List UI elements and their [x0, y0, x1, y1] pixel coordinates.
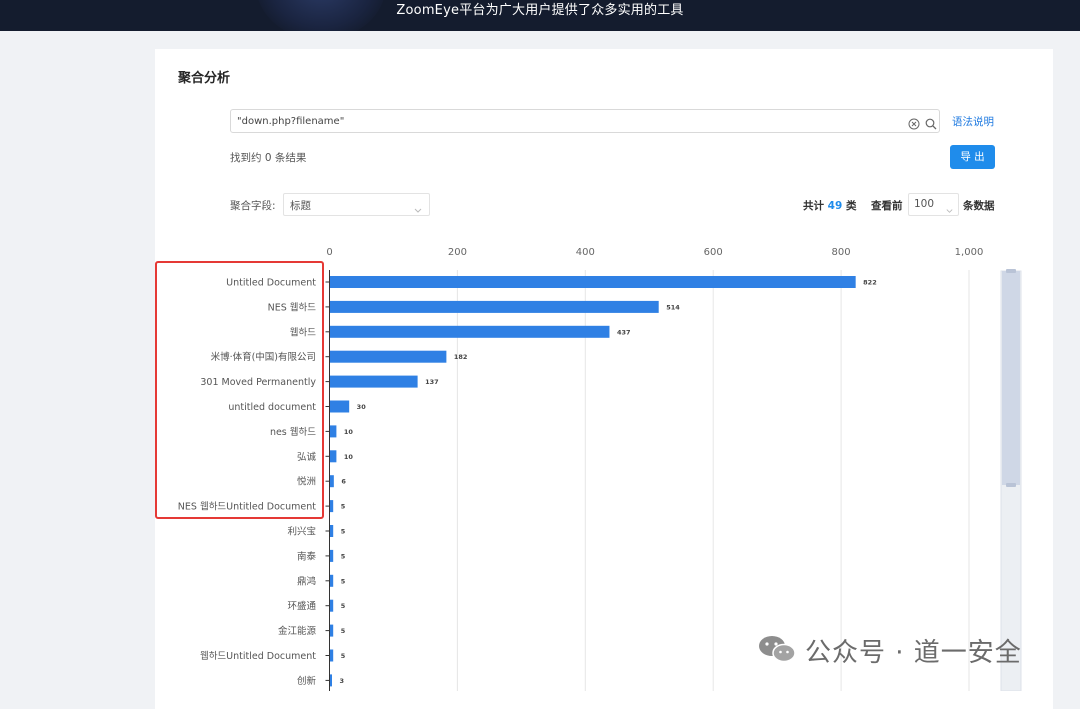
bar-value-label: 5 — [341, 552, 346, 560]
chart-zoom-handle-top[interactable] — [1006, 269, 1016, 273]
category-label: 301 Moved Permanently — [200, 377, 316, 388]
aggregate-field-value: 标题 — [290, 200, 311, 212]
category-label: 创新 — [297, 675, 317, 687]
view-top-label: 查看前 — [871, 200, 903, 212]
category-label: 悦洲 — [297, 476, 316, 488]
bar-value-label: 137 — [425, 378, 439, 386]
bar-value-label: 5 — [341, 627, 346, 635]
chevron-down-icon — [945, 200, 954, 213]
category-label: 利兴宝 — [287, 526, 316, 538]
bar[interactable] — [330, 350, 447, 363]
category-label: 鼎鸿 — [297, 575, 316, 587]
banner-glow — [256, 0, 386, 31]
category-label: 金江能源 — [278, 625, 317, 637]
top-banner: ZoomEye平台为广大用户提供了众多实用的工具 — [0, 0, 1080, 31]
panel-title: 聚合分析 — [178, 71, 231, 86]
watermark-text: 公众号 · 道一安全 — [805, 638, 1022, 668]
banner-slogan: ZoomEye平台为广大用户提供了众多实用的工具 — [396, 3, 684, 18]
aggregate-panel — [155, 49, 1053, 709]
bar[interactable] — [330, 525, 334, 537]
bar[interactable] — [330, 500, 334, 513]
bar-value-label: 437 — [617, 328, 631, 336]
category-label: 웹하드Untitled Document — [200, 650, 316, 662]
category-label: nes 웹하드 — [270, 426, 316, 438]
x-tick-label: 600 — [704, 247, 723, 258]
watermark: 公众号 · 道一安全 — [757, 631, 1057, 668]
result-count: 找到约 0 条结果 — [230, 152, 307, 164]
category-label: Untitled Document — [226, 278, 316, 289]
bar-value-label: 5 — [341, 577, 346, 585]
category-label: NES 웹하드 — [268, 301, 317, 313]
syntax-help-link[interactable]: 语法说明 — [952, 116, 994, 128]
bar-value-label: 6 — [341, 478, 346, 486]
aggregate-field-label: 聚合字段: — [230, 200, 276, 212]
bar[interactable] — [330, 574, 334, 587]
bar-value-label: 5 — [341, 528, 346, 536]
bar[interactable] — [330, 325, 610, 338]
bar-value-label: 30 — [357, 403, 367, 411]
top-n-select[interactable]: 100 — [908, 193, 959, 216]
top-n-value: 100 — [914, 198, 935, 210]
export-button[interactable]: 导 出 — [950, 145, 995, 169]
category-label: 웹하드 — [290, 326, 316, 338]
search-box — [230, 109, 940, 133]
bar[interactable] — [330, 375, 418, 388]
x-tick-label: 200 — [448, 247, 467, 258]
bar-value-label: 5 — [341, 652, 346, 660]
chart-zoom-handle-bottom[interactable] — [1006, 483, 1016, 487]
bar[interactable] — [330, 400, 350, 413]
bar[interactable] — [330, 624, 334, 637]
bar-value-label: 10 — [344, 453, 354, 461]
bar-value-label: 3 — [340, 677, 345, 685]
bar[interactable] — [330, 300, 659, 313]
highlight-box — [155, 261, 324, 519]
x-tick-label: 800 — [832, 247, 851, 258]
x-tick-label: 0 — [326, 247, 332, 258]
category-label: 弘诚 — [297, 451, 317, 463]
x-tick-label: 400 — [576, 247, 595, 258]
chart-zoom-window[interactable] — [1002, 271, 1020, 485]
total-categories: 共计 49 类 — [803, 198, 856, 213]
bar-value-label: 182 — [454, 353, 468, 361]
category-label: 南泰 — [297, 550, 317, 562]
total-prefix: 共计 — [803, 200, 824, 212]
records-unit-label: 条数据 — [963, 200, 995, 212]
bar-value-label: 5 — [341, 503, 346, 511]
category-label: 米博·体育(中国)有限公司 — [211, 351, 316, 363]
category-label: NES 웹하드Untitled Document — [178, 501, 316, 513]
aggregate-field-select[interactable]: 标题 — [283, 193, 430, 216]
x-tick-label: 1,000 — [955, 247, 984, 258]
category-label: untitled document — [228, 402, 316, 413]
bar-value-label: 822 — [863, 279, 877, 287]
bar[interactable] — [330, 450, 337, 463]
bar-value-label: 5 — [341, 602, 346, 610]
bar[interactable] — [330, 599, 334, 612]
wechat-icon — [757, 634, 797, 664]
bar[interactable] — [330, 549, 334, 562]
bar[interactable] — [330, 649, 334, 662]
bar[interactable] — [330, 475, 334, 488]
category-label: 环盛通 — [287, 600, 316, 612]
bar[interactable] — [330, 276, 856, 288]
aggregation-bar-chart: 0 200 400 600 800 1,000 Untitled Document 822 N… — [178, 247, 1022, 691]
bar-value-label: 10 — [344, 428, 354, 436]
search-input[interactable] — [237, 112, 897, 130]
total-count: 49 — [827, 200, 843, 212]
bar-value-label: 514 — [666, 303, 680, 311]
total-suffix: 类 — [845, 200, 857, 212]
chevron-down-icon — [413, 200, 423, 213]
bar[interactable] — [330, 674, 332, 687]
bar[interactable] — [330, 425, 337, 438]
clear-icon[interactable] — [908, 115, 920, 130]
search-icon[interactable] — [925, 115, 937, 130]
